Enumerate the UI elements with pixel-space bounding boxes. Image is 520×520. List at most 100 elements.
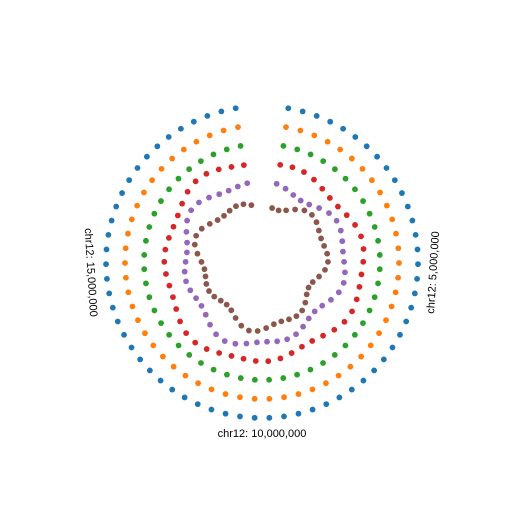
track-3-point <box>158 320 164 326</box>
track-6-point <box>206 220 213 227</box>
track-6-point <box>246 327 252 334</box>
tick-label-3: chr12: 15,000,000 <box>82 228 99 317</box>
track-2-point <box>395 245 402 252</box>
track-5-point <box>339 238 346 245</box>
track-1-point <box>181 394 188 401</box>
track-6-point <box>299 307 306 314</box>
track-5-point <box>196 199 202 206</box>
track-1-point <box>113 203 120 210</box>
track-4-point <box>319 185 326 192</box>
track-3-point <box>342 342 349 349</box>
track-1-point <box>114 318 121 325</box>
track-2-point <box>169 155 176 162</box>
track-6-point <box>226 207 233 214</box>
track-2-point <box>235 124 241 131</box>
track-6-point <box>194 250 201 257</box>
track-6-point <box>303 291 310 298</box>
track-3-point <box>320 158 327 164</box>
track-6-point <box>292 206 299 213</box>
track-2-point <box>122 245 129 252</box>
track-1-point <box>408 304 415 311</box>
track-4-point <box>173 306 180 312</box>
track-4-point <box>170 294 176 301</box>
track-5-point <box>305 315 312 322</box>
track-6-point <box>275 207 282 214</box>
track-6-point <box>240 201 247 208</box>
track-2-point <box>222 391 229 397</box>
track-3-point <box>198 360 204 366</box>
track-2-point <box>170 363 177 370</box>
track-3-point <box>320 360 326 366</box>
track-4-point <box>301 169 307 175</box>
track-5-point <box>328 296 334 303</box>
track-3-point <box>166 331 173 338</box>
track-3-point <box>280 143 287 149</box>
track-1-point <box>104 275 110 282</box>
track-5-point <box>284 336 291 343</box>
track-2-point <box>129 303 136 310</box>
track-3-point <box>141 266 148 273</box>
track-6-point <box>232 315 239 321</box>
track-5-point <box>300 323 306 330</box>
track-5-point <box>188 207 195 214</box>
track-1-point <box>108 217 115 224</box>
track-6-point <box>324 250 331 257</box>
track-4 <box>161 161 367 365</box>
track-5-point <box>244 180 251 187</box>
track-1-point <box>403 318 410 325</box>
track-2-point <box>283 124 289 131</box>
track-4-point <box>166 282 173 289</box>
track-5-point <box>290 192 297 198</box>
track-6-point <box>191 241 198 248</box>
track-6-point <box>309 279 316 285</box>
track-1-point <box>103 261 109 268</box>
track-2-point <box>193 138 200 145</box>
track-2-point <box>128 216 135 223</box>
track-6-point <box>318 235 324 242</box>
track-6-point <box>301 207 308 214</box>
track-4-point <box>183 330 190 337</box>
track-1-point <box>109 304 116 311</box>
track-4-point <box>360 246 367 252</box>
track-6-point <box>198 258 205 265</box>
track-2-point <box>141 189 147 196</box>
track-3-point <box>366 210 373 217</box>
track-4-point <box>203 346 210 352</box>
track-1-point <box>313 112 320 119</box>
track-3-point <box>360 320 366 326</box>
track-5-point <box>207 321 213 328</box>
track-1-point <box>204 112 211 119</box>
track-4-point <box>161 258 168 265</box>
track-5-point <box>340 279 347 286</box>
track-4-point <box>162 246 169 253</box>
track-6-point <box>325 258 331 265</box>
track-6-point <box>269 205 275 211</box>
track-5-point <box>181 268 188 275</box>
track-2-point <box>359 165 366 172</box>
track-2-point <box>266 395 273 402</box>
track-6-point <box>321 243 328 249</box>
track-4-point <box>228 164 235 170</box>
track-4-point <box>289 164 296 171</box>
track-6-point <box>201 266 208 273</box>
track-4-point <box>352 222 358 228</box>
track-5-point <box>341 258 347 265</box>
track-6-point <box>278 318 285 325</box>
track-2-point <box>369 177 375 184</box>
track-3-point <box>280 375 287 381</box>
track-1-point <box>397 331 403 338</box>
track-4-point <box>331 326 338 333</box>
track-5-point <box>335 289 342 296</box>
track-6-point <box>305 284 312 291</box>
track-1-point <box>106 290 113 297</box>
track-5-point <box>184 249 190 256</box>
track-1-point <box>295 410 302 417</box>
track-3-point <box>175 342 182 349</box>
track-3-point <box>331 352 338 358</box>
track-1-point <box>404 203 411 210</box>
track-2-point <box>295 391 302 397</box>
track-4-point <box>335 203 341 210</box>
track-1-point <box>285 105 292 112</box>
track-6-point <box>217 297 224 304</box>
track-2-point <box>297 127 304 134</box>
